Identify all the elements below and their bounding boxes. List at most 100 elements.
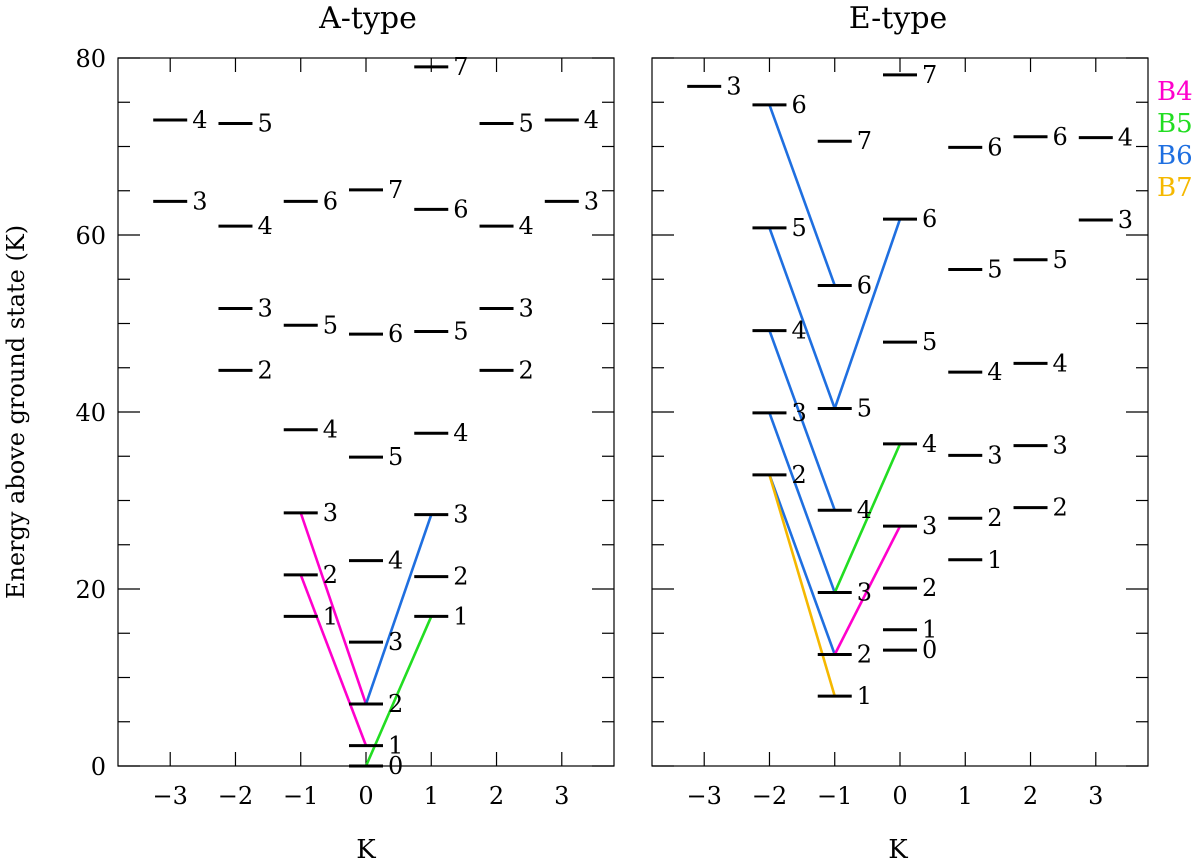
level-label: 2 [791,461,806,489]
level-label: 2 [519,356,534,384]
transition-line-b6 [768,412,836,593]
level-label: 2 [922,574,937,602]
x-tick-label: −3 [687,782,722,810]
level-label: 5 [987,256,1002,284]
x-tick-label: 3 [1088,782,1103,810]
level-label: 6 [453,195,468,223]
panel-a-type: A-type −3 −2 −1 0 1 2 3 0 20 40 60 80 4 3 5 4 3 2 6 5 4 3 2 1 7… [75,1,615,861]
x-axis-label-a-type: K [356,835,376,861]
level-label: 0 [922,636,937,664]
level-label: 4 [453,419,468,447]
level-label: 3 [519,294,534,322]
level-label: 3 [1118,206,1133,234]
level-label: 3 [726,72,741,100]
level-label: 6 [857,271,872,299]
transition-line-b4 [833,525,902,656]
level-label: 7 [388,176,403,204]
plot-frame-a-type [117,57,615,767]
transition-line-b4 [299,512,368,705]
transition-line-b5 [364,615,433,767]
y-axis-label: Energy above ground state (K) [2,225,30,599]
level-label: 5 [257,109,272,137]
level-label: 3 [584,187,599,215]
level-label: 7 [857,127,872,155]
x-tick-label: −1 [283,782,318,810]
x-tick-label: 2 [1023,782,1038,810]
level-label: 7 [453,53,468,81]
level-label: 3 [257,294,272,322]
axis-ticks-a-type: −3 −2 −1 0 1 2 3 0 20 40 60 80 [75,45,614,810]
x-tick-label: −1 [817,782,852,810]
y-tick-label: 0 [91,753,106,781]
transitions-a-type [299,512,433,767]
level-label: 4 [791,317,806,345]
level-label: 1 [987,546,1002,574]
level-label: 3 [192,187,207,215]
y-tick-label: 60 [75,222,106,250]
level-label: 2 [857,640,872,668]
transition-line-b6 [833,218,902,409]
legend-entry-b7: B7 [1157,173,1193,203]
level-label: 4 [922,430,937,458]
panel-e-type: E-type −3 −2 −1 0 1 2 3 3654327654321765432106… [651,1,1149,861]
panel-title-a-type: A-type [318,1,417,36]
transition-line-b7 [768,474,836,697]
level-label: 6 [922,205,937,233]
level-label: 6 [987,133,1002,161]
level-label: 4 [257,212,272,240]
level-label: 5 [791,214,806,242]
level-label: 5 [388,443,403,471]
level-label: 4 [192,106,207,134]
level-label: 7 [922,61,937,89]
x-tick-label: −2 [218,782,253,810]
level-label: 5 [1053,246,1068,274]
level-label: 4 [388,547,403,575]
level-label: 0 [388,752,403,780]
x-tick-label: 3 [554,782,569,810]
y-tick-label: 80 [75,45,106,73]
level-label: 4 [584,106,599,134]
y-tick-label: 20 [75,576,106,604]
level-label: 5 [453,317,468,345]
level-label: 3 [922,512,937,540]
level-label: 4 [987,358,1002,386]
transition-line-b6 [768,330,836,511]
x-tick-label: −3 [153,782,188,810]
level-label: 3 [791,399,806,427]
level-label: 3 [453,501,468,529]
transitions-e-type [768,104,902,697]
transition-line-b6 [768,104,836,286]
level-label: 5 [519,109,534,137]
level-label: 2 [1053,494,1068,522]
level-label: 4 [323,416,338,444]
level-label: 1 [453,602,468,630]
level-label: 4 [1118,124,1133,152]
level-label: 5 [922,328,937,356]
level-label: 3 [323,499,338,527]
x-tick-label: −2 [752,782,787,810]
level-label: 1 [922,616,937,644]
level-label: 2 [388,690,403,718]
transition-line-b6 [768,227,836,409]
level-label: 3 [857,579,872,607]
level-label: 4 [1053,349,1068,377]
level-label: 2 [987,504,1002,532]
level-label: 4 [857,496,872,524]
legend-entry-b5: B5 [1157,109,1193,139]
y-tick-label: 40 [75,399,106,427]
level-label: 1 [857,682,872,710]
legend-entry-b4: B4 [1157,77,1193,107]
x-tick-label: 0 [892,782,907,810]
level-label: 1 [323,602,338,630]
level-label: 6 [388,320,403,348]
panel-title-e-type: E-type [849,1,948,36]
level-label: 2 [453,563,468,591]
level-label: 6 [323,187,338,215]
level-label: 3 [388,628,403,656]
level-label: 2 [323,561,338,589]
level-label: 2 [257,356,272,384]
